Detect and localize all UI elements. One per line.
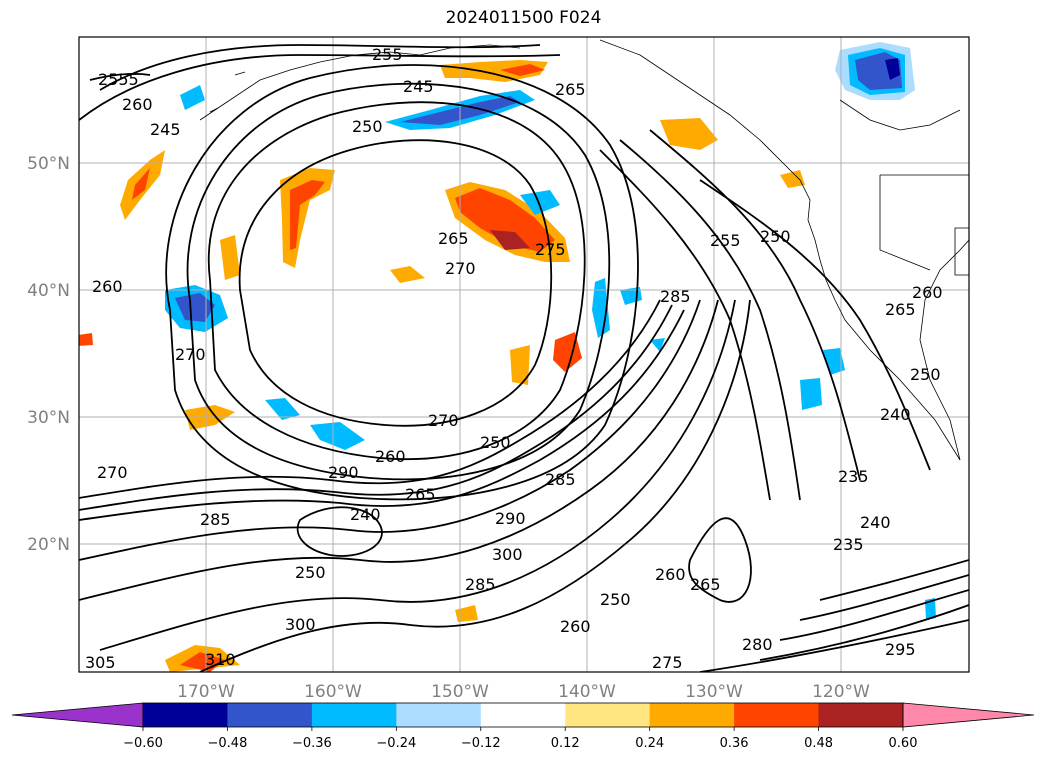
contour-label: 285 — [465, 575, 496, 594]
contour-label: 290 — [328, 463, 359, 482]
colorbar-tick-label: −0.60 — [123, 736, 163, 751]
lon-label: 150°W — [431, 682, 489, 702]
contour-label: 250 — [295, 563, 326, 582]
contour-label: 260 — [92, 277, 123, 296]
contour-label: 310 — [205, 650, 236, 669]
contour-label: 285 — [200, 510, 231, 529]
contour-label: 240 — [880, 405, 911, 424]
contour-label: 255 — [372, 45, 403, 64]
colorbar-tick-label: −0.48 — [208, 736, 248, 751]
contour-label: 245 — [150, 120, 181, 139]
contour-label: 250 — [760, 227, 791, 246]
contour-label: 245 — [403, 77, 434, 96]
contour-label: 265 — [885, 300, 916, 319]
colorbar-swatch — [818, 703, 904, 727]
contour-label: 260 — [560, 617, 591, 636]
shade-positive-north — [440, 60, 548, 82]
contour-label: 270 — [445, 259, 476, 278]
lon-label: 120°W — [812, 682, 870, 702]
contour-label: 235 — [838, 467, 869, 486]
colorbar-tick-label: −0.36 — [292, 736, 332, 751]
contour-label: 260 — [122, 95, 153, 114]
colorbar-tick-label: 0.48 — [804, 736, 833, 751]
contour-label: 275 — [652, 653, 683, 672]
contour-label: 255 — [710, 231, 741, 250]
contour-label: 250 — [600, 590, 631, 609]
contour-label: 240 — [350, 505, 381, 524]
colorbar-tick-label: 0.12 — [551, 736, 580, 751]
contour-label: 260 — [375, 447, 406, 466]
contour-label: 265 — [405, 485, 436, 504]
contour-label: 2555 — [98, 70, 139, 89]
colorbar-swatch — [649, 703, 735, 727]
colorbar-tick-label: 0.24 — [635, 736, 664, 751]
gridlines — [79, 37, 969, 672]
contour-label: 270 — [175, 345, 206, 364]
lat-label: 20°N — [27, 535, 70, 555]
contour-label: 265 — [438, 229, 469, 248]
contour-label: 270 — [428, 411, 459, 430]
colorbar-tick-label: −0.24 — [376, 736, 416, 751]
contour-label: 300 — [285, 615, 316, 634]
contour-label: 260 — [655, 565, 686, 584]
contour-label: 250 — [352, 117, 383, 136]
contour-label: 300 — [492, 545, 523, 564]
contour-label: 290 — [495, 509, 526, 528]
lon-axis: 170°W 160°W 150°W 140°W 130°W 120°W — [177, 682, 870, 702]
contour-label: 270 — [97, 463, 128, 482]
map-title: 2024011500 F024 — [445, 8, 602, 28]
contour-label-layer: 2555 260 245 255 265 250 245 265 270 275… — [85, 45, 943, 672]
colorbar-extend-high — [902, 702, 1035, 728]
contour-label: 265 — [690, 575, 721, 594]
colorbar-outline — [142, 702, 904, 728]
contour-label: 285 — [545, 470, 576, 489]
contour-label: 260 — [912, 283, 943, 302]
colorbar-swatch — [311, 703, 397, 727]
colorbar: −0.60 −0.48 −0.36 −0.24 −0.12 0.12 0.24 0.36 0.4… — [11, 702, 1035, 751]
lat-label: 50°N — [27, 154, 70, 174]
contour-label: 265 — [555, 80, 586, 99]
colorbar-swatch — [396, 703, 482, 727]
colorbar-extend-low — [11, 702, 144, 728]
colorbar-swatch — [480, 703, 566, 727]
colorbar-tick-label: 0.36 — [720, 736, 749, 751]
lat-label: 40°N — [27, 281, 70, 301]
lat-label: 30°N — [27, 408, 70, 428]
lat-axis: 50°N 40°N 30°N 20°N — [27, 154, 70, 555]
contour-label: 305 — [85, 653, 116, 672]
coastlines — [199, 39, 969, 461]
contour-label: 240 — [860, 513, 891, 532]
colorbar-tick-label: −0.12 — [461, 736, 501, 751]
colorbar-swatch — [227, 703, 313, 727]
lon-label: 170°W — [177, 682, 235, 702]
colorbar-swatch — [734, 703, 820, 727]
contour-lines — [79, 44, 969, 672]
contour-label: 275 — [535, 240, 566, 259]
contour-label: 250 — [480, 433, 511, 452]
contour-label: 235 — [833, 535, 864, 554]
map-frame — [78, 36, 970, 673]
contour-label: 295 — [885, 640, 916, 659]
contour-label: 280 — [742, 635, 773, 654]
lon-label: 140°W — [558, 682, 616, 702]
colorbar-tick-label: 0.60 — [889, 736, 918, 751]
colorbar-swatch — [565, 703, 651, 727]
shaded-field — [79, 42, 936, 672]
lon-label: 160°W — [304, 682, 362, 702]
colorbar-swatch — [143, 703, 228, 727]
contour-label: 285 — [660, 287, 691, 306]
contour-label: 250 — [910, 365, 941, 384]
lon-label: 130°W — [685, 682, 743, 702]
